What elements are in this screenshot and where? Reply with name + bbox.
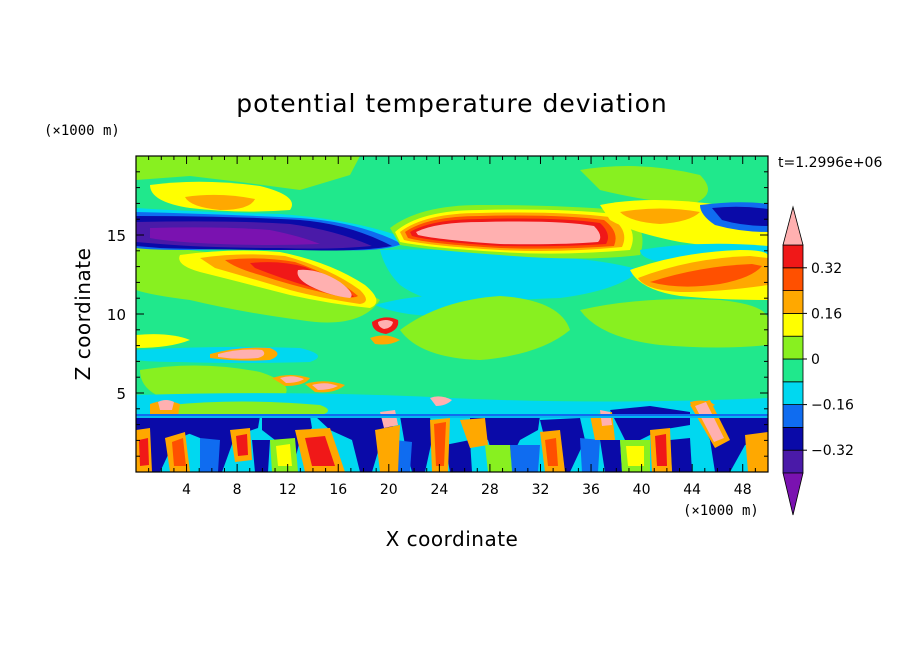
field-bl-cell-25 xyxy=(305,436,335,466)
x-tick-label: 16 xyxy=(329,482,347,498)
colorbar-tick-label: 0.32 xyxy=(811,261,842,277)
field-bl-cell-26 xyxy=(375,425,400,472)
x-tick-label: 48 xyxy=(734,482,752,498)
field-upper-light-green xyxy=(136,156,360,190)
colorbar-extend-bottom xyxy=(782,472,804,516)
field-bl-cell-30 xyxy=(460,418,488,448)
chart-title: potential temperature deviation xyxy=(236,89,667,118)
field-orange-upper-right xyxy=(620,208,700,224)
colorbar-box xyxy=(782,381,804,405)
x-axis: 4 8 12 16 20 24 28 32 36 40 44 48 xyxy=(135,156,769,498)
colorbar-tick-label: −0.32 xyxy=(811,443,854,459)
field-bl-cell-12 xyxy=(600,440,622,472)
field-pink-tilted-streak xyxy=(297,269,352,298)
colorbar-box xyxy=(782,404,804,428)
x-tick-label: 4 xyxy=(182,482,191,498)
field-cyan-middle xyxy=(380,249,640,306)
field-bl-cell-11 xyxy=(445,440,472,472)
field-bl-cell-44 xyxy=(626,446,644,466)
field-bl-cell-21 xyxy=(172,438,186,466)
field-yellow-mid-left xyxy=(136,334,190,348)
field-pink-blob-lower-center-left xyxy=(312,383,338,390)
field-light-green-lower-band xyxy=(170,401,328,418)
colorbar-box xyxy=(782,290,804,314)
field-pink-upper-middle xyxy=(416,221,601,245)
contour-field xyxy=(136,156,768,472)
field-bl-cell-38 xyxy=(695,402,724,442)
y-axis: 5 10 15 xyxy=(107,171,768,457)
field-upper-right-light-green xyxy=(580,166,708,205)
field-pink-blob-upper-center xyxy=(378,320,393,329)
field-bl-cell-41 xyxy=(276,444,292,466)
colorbar-box xyxy=(782,244,804,269)
colorbar-box xyxy=(782,267,804,291)
colorbar: 0.32 0.16 0 −0.16 −0.32 xyxy=(782,205,854,516)
x-tick-label: 20 xyxy=(380,482,398,498)
field-navy-upper-right xyxy=(712,206,768,226)
field-bl-cell-10 xyxy=(252,440,270,472)
y-axis-label: Z coordinate xyxy=(71,248,95,381)
field-bl-cell-32 xyxy=(545,438,558,466)
y-tick-label: 15 xyxy=(107,227,126,245)
field-orange-upper-left xyxy=(185,194,255,210)
x-tick-label: 44 xyxy=(683,482,701,498)
time-label: t=1.2996e+06 xyxy=(778,155,882,171)
colorbar-tick-label: −0.16 xyxy=(811,398,854,414)
field-deep-purple-core-left xyxy=(150,227,320,245)
colorbar-tick-label: 0.16 xyxy=(811,306,842,322)
x-units-label: (×1000 m) xyxy=(683,503,759,519)
colorbar-box xyxy=(782,335,804,360)
y-tick-label: 10 xyxy=(107,306,126,324)
x-tick-label: 40 xyxy=(633,482,651,498)
x-tick-label: 32 xyxy=(532,482,550,498)
colorbar-box xyxy=(782,358,804,383)
field-separation-line-cyan xyxy=(136,416,768,418)
field-bl-cell-5 xyxy=(400,416,432,472)
field-bl-cell-6 xyxy=(470,416,540,462)
field-pink-streak-mid-left xyxy=(218,349,265,359)
field-bl-cell-39 xyxy=(745,432,768,472)
y-units-label: (×1000 m) xyxy=(44,123,120,139)
x-tick-label: 24 xyxy=(430,482,448,498)
colorbar-box xyxy=(782,449,804,474)
field-pink-lower-band-left xyxy=(158,400,174,410)
x-tick-label: 12 xyxy=(279,482,297,498)
field-bl-cell-16 xyxy=(510,445,540,472)
field-bl-cell-13 xyxy=(670,438,692,472)
field-boundary-layer-cells xyxy=(136,400,768,472)
field-pink-blob-lower-center xyxy=(430,396,452,406)
y-tick-label: 5 xyxy=(116,385,126,403)
colorbar-extend-top xyxy=(782,205,804,246)
field-light-green-right-center xyxy=(580,299,768,348)
field-bl-cell-36 xyxy=(655,434,667,466)
field-bl-cell-15 xyxy=(395,440,412,472)
colorbar-box xyxy=(782,426,804,451)
field-bl-cell-19 xyxy=(139,438,149,466)
colorbar-box xyxy=(782,312,804,337)
x-tick-label: 36 xyxy=(582,482,600,498)
field-bl-cell-14 xyxy=(200,438,220,472)
field-bl-cell-23 xyxy=(236,434,248,456)
x-axis-label: X coordinate xyxy=(386,527,519,551)
field-bl-cell-42 xyxy=(485,445,512,472)
field-bl-cell-17 xyxy=(580,438,600,472)
field-bl-cell-29 xyxy=(434,422,446,466)
x-tick-label: 28 xyxy=(481,482,499,498)
field-red-orange-right-layer xyxy=(650,264,762,287)
field-pink-blob-lower-left xyxy=(280,376,304,383)
field-light-green-center xyxy=(400,296,570,360)
colorbar-tick-label: 0 xyxy=(811,352,820,368)
field-orange-blob-center xyxy=(370,335,400,345)
x-tick-label: 8 xyxy=(233,482,242,498)
